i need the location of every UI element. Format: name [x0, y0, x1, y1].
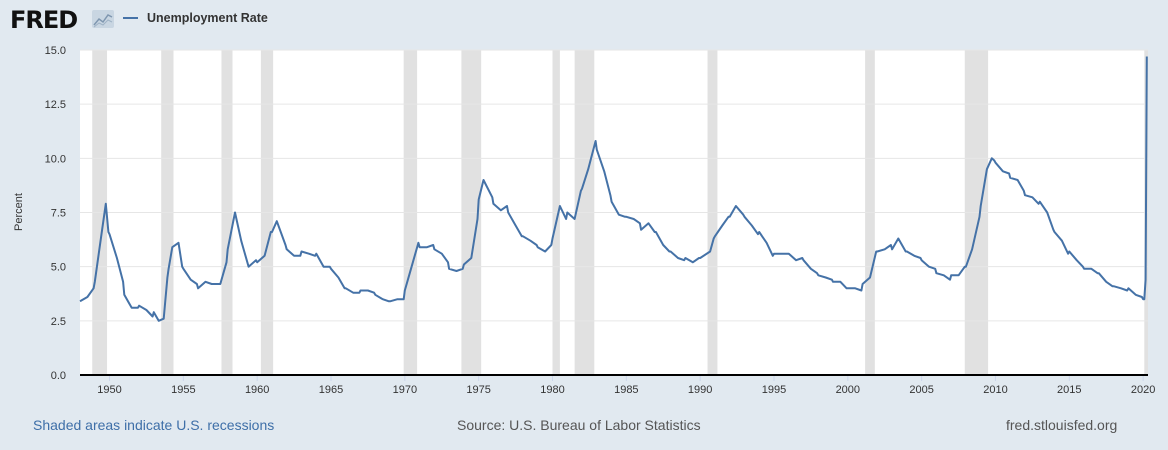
x-tick-label: 2015	[1057, 384, 1081, 396]
x-tick-label: 1955	[171, 384, 195, 396]
x-tick-label: 2010	[983, 384, 1007, 396]
x-tick-label: 1960	[245, 384, 269, 396]
x-tick-label: 1975	[466, 384, 490, 396]
y-tick-label: 10.0	[45, 153, 66, 165]
legend-swatch	[123, 17, 138, 19]
x-tick-label: 1965	[319, 384, 343, 396]
y-tick-label: 0.0	[51, 370, 66, 382]
x-tick-label: 1970	[393, 384, 417, 396]
fred-logo[interactable]: FRED	[10, 6, 78, 34]
x-tick-label: 1985	[614, 384, 638, 396]
line-chart-icon	[92, 10, 114, 28]
source-text: Source: U.S. Bureau of Labor Statistics	[457, 417, 701, 433]
y-axis-label: Percent	[13, 193, 25, 231]
y-tick-label: 5.0	[51, 262, 66, 274]
recession-note-link[interactable]: Shaded areas indicate U.S. recessions	[33, 417, 275, 433]
legend-label: Unemployment Rate	[147, 11, 268, 25]
y-tick-label: 7.5	[51, 208, 66, 220]
y-tick-label: 12.5	[45, 99, 66, 111]
x-tick-label: 1980	[540, 384, 564, 396]
x-tick-label: 2020	[1131, 384, 1155, 396]
legend: Unemployment Rate	[123, 11, 268, 25]
x-tick-label: 2005	[909, 384, 933, 396]
x-tick-label: 1990	[688, 384, 712, 396]
x-tick-label: 2000	[836, 384, 860, 396]
y-tick-label: 15.0	[45, 45, 66, 57]
y-tick-label: 2.5	[51, 316, 66, 328]
site-link[interactable]: fred.stlouisfed.org	[1006, 417, 1118, 433]
x-tick-label: 1995	[762, 384, 786, 396]
series-line-unemployment-rate	[79, 56, 1148, 322]
x-tick-label: 1950	[97, 384, 121, 396]
